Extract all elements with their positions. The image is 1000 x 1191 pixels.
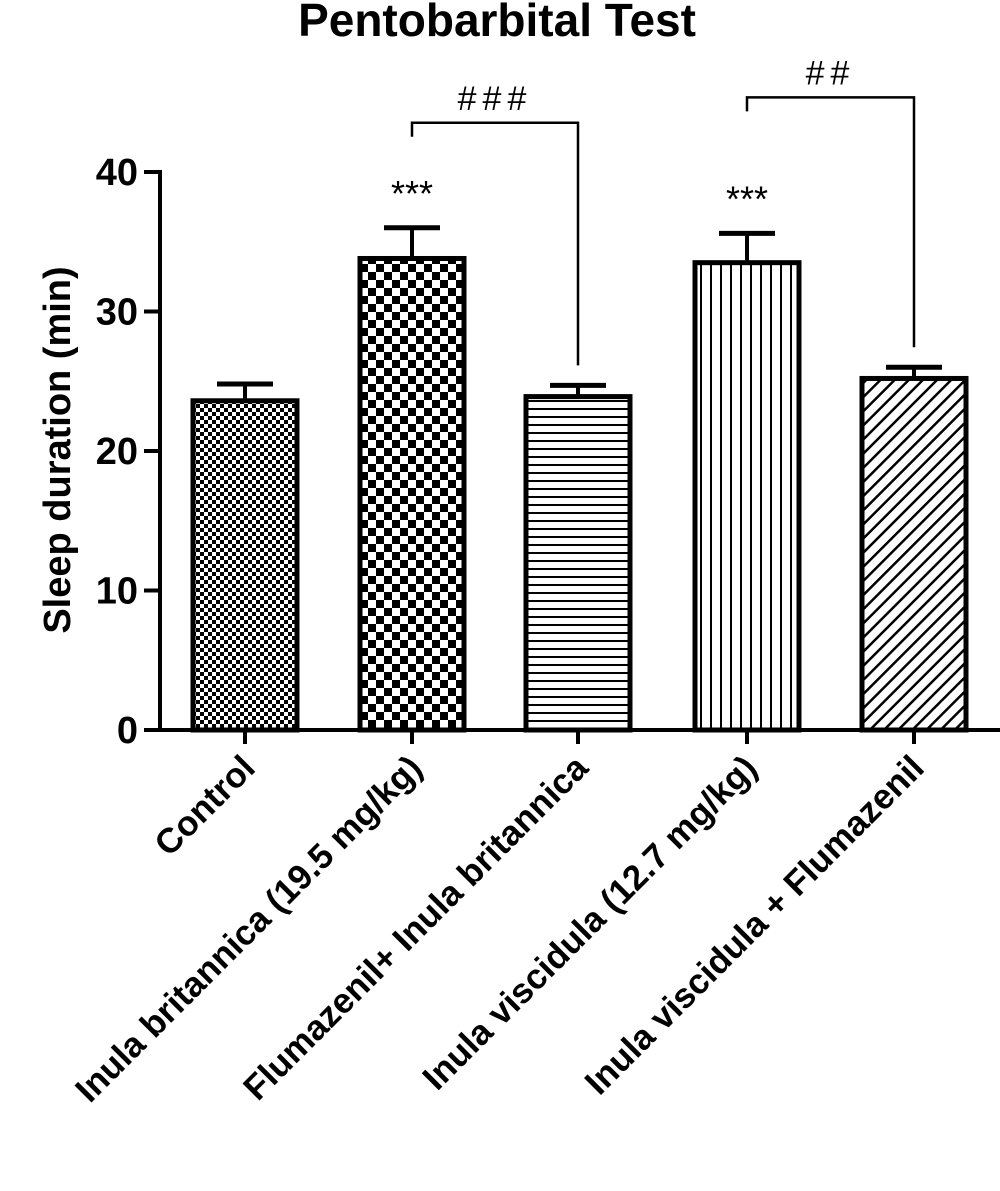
significance-stars: *** bbox=[726, 178, 768, 219]
x-tick-label: Inula britannica (19.5 mg/kg) bbox=[68, 748, 430, 1110]
bars bbox=[190, 255, 969, 733]
y-axis-label: Sleep duration (min) bbox=[37, 266, 79, 633]
significance-hash: ## bbox=[806, 54, 856, 92]
error-bars bbox=[217, 225, 942, 401]
bar bbox=[190, 398, 300, 733]
bar bbox=[357, 255, 467, 733]
x-tick-label: Inula viscidula + Flumazenil bbox=[577, 748, 931, 1102]
significance-annotations: *** ***##### bbox=[391, 54, 916, 366]
chart-title: Pentobarbital Test bbox=[298, 0, 696, 46]
x-tick-label: Flumazenil+ Inula britannica bbox=[236, 748, 596, 1108]
y-tick-label: 30 bbox=[96, 292, 138, 334]
y-tick-label: 10 bbox=[96, 571, 138, 613]
x-tick-label: Control bbox=[147, 748, 263, 864]
bar bbox=[523, 394, 633, 733]
significance-hash: ### bbox=[458, 80, 533, 118]
significance-bracket bbox=[410, 121, 580, 366]
significance-stars: *** bbox=[391, 173, 433, 214]
x-tick-label: Inula viscidula (12.7 mg/kg) bbox=[415, 748, 764, 1097]
y-axis-ticks: 0 10 20 30 40 bbox=[96, 152, 160, 752]
bar bbox=[859, 375, 969, 733]
y-tick-label: 0 bbox=[117, 710, 138, 752]
y-tick-label: 40 bbox=[96, 152, 138, 194]
y-tick-label: 20 bbox=[96, 431, 138, 473]
significance-bracket bbox=[745, 96, 916, 348]
bar bbox=[692, 260, 802, 733]
